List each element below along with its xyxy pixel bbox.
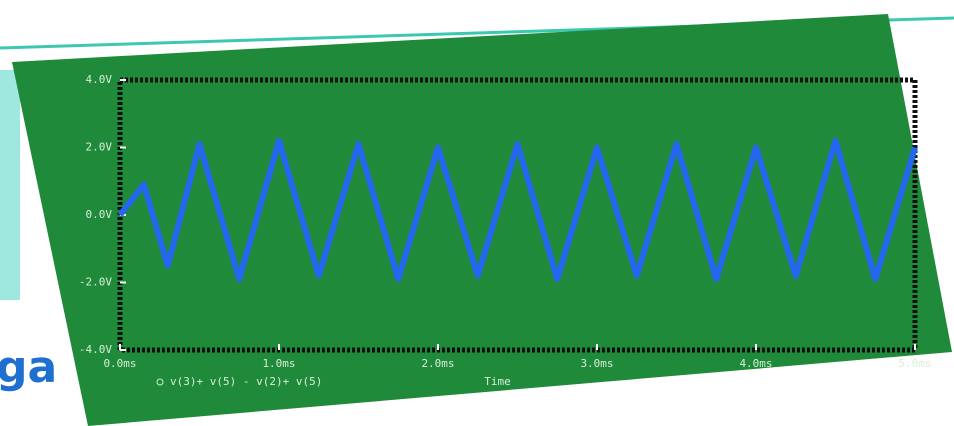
plot-panel (12, 14, 952, 426)
x-axis-label: Time (484, 375, 511, 388)
y-tick-label: 2.0V (86, 141, 113, 154)
x-tick-label: 5.0ms (898, 357, 931, 370)
legend-marker (156, 378, 164, 386)
x-tick-label: 0.0ms (103, 357, 136, 370)
legend-label: v(3)+ v(5) - v(2)+ v(5) (170, 375, 322, 388)
trace (117, 137, 918, 283)
x-tick-label: 4.0ms (739, 357, 772, 370)
y-tick-label: 4.0V (86, 73, 113, 86)
page-fragment: ga (0, 342, 57, 393)
x-tick-label: 3.0ms (580, 357, 613, 370)
side-stripe (0, 70, 20, 300)
y-tick-label: -2.0V (79, 276, 112, 289)
x-tick-label: 2.0ms (421, 357, 454, 370)
x-tick-label: 1.0ms (262, 357, 295, 370)
y-tick-label: 0.0V (86, 208, 113, 221)
y-tick-label: -4.0V (79, 343, 112, 356)
